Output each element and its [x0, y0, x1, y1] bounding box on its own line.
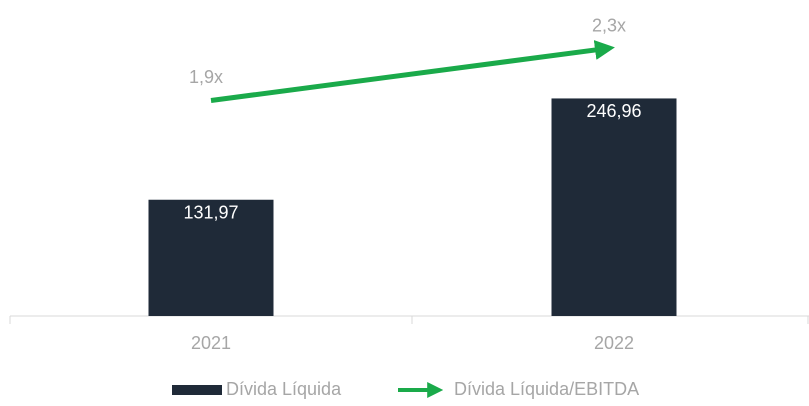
legend-label: Dívida Líquida/EBITDA — [454, 379, 639, 399]
ratio-line — [210, 40, 615, 103]
legend-swatch — [172, 385, 222, 395]
line-value-label: 2,3x — [592, 15, 626, 35]
x-tick-label: 2021 — [191, 333, 231, 353]
bar — [148, 199, 274, 316]
legend-label: Dívida Líquida — [226, 379, 342, 399]
bar — [551, 98, 677, 316]
x-tick-label: 2022 — [594, 333, 634, 353]
bar-value-label: 131,97 — [183, 202, 238, 222]
line-value-label: 1,9x — [189, 67, 223, 87]
bar-value-label: 246,96 — [586, 101, 641, 121]
